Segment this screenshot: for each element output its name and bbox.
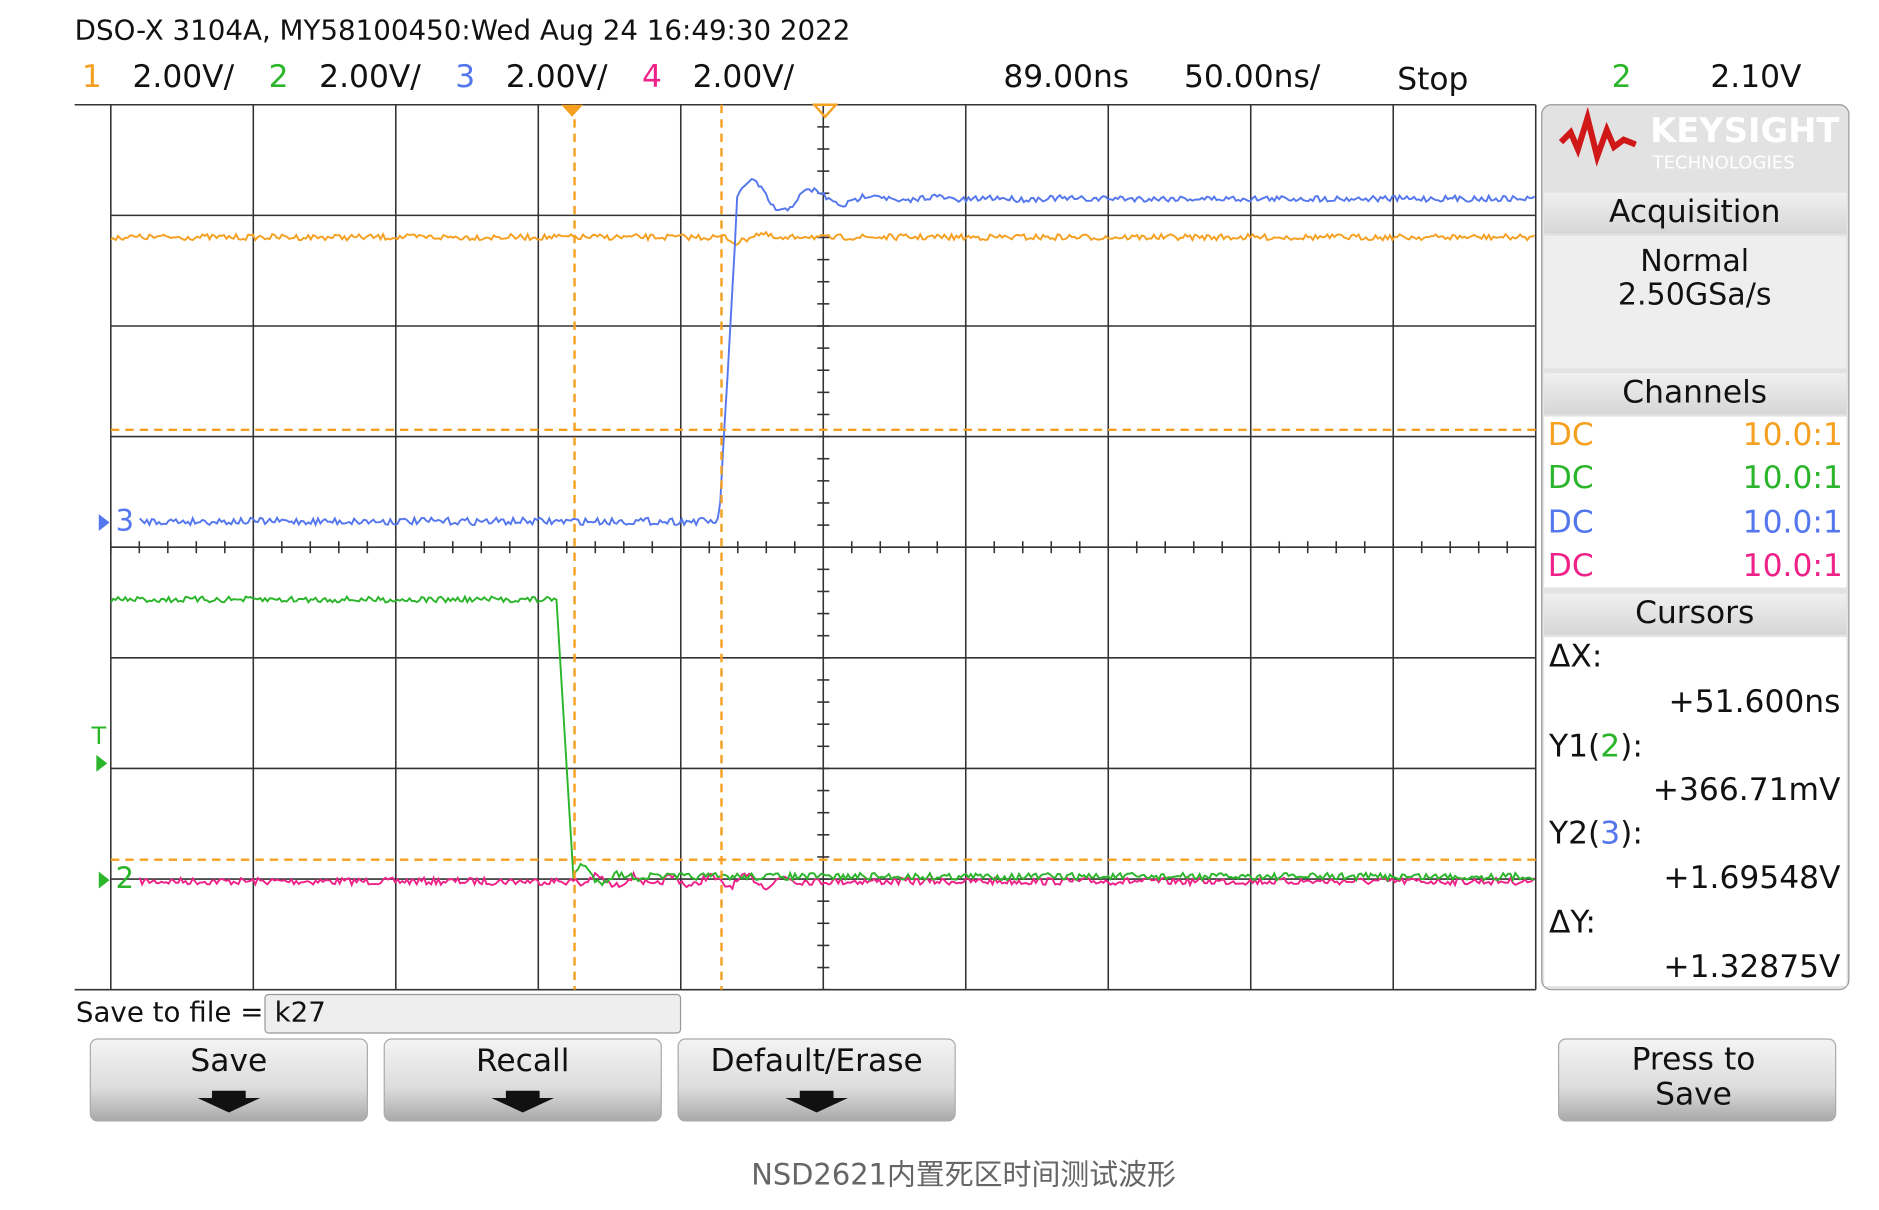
ch-number: 2: [269, 59, 289, 95]
section-title: Acquisition: [1609, 194, 1780, 230]
trace-ch1: [110, 230, 1535, 246]
ch2-arrow: [98, 871, 110, 889]
cursor-value: +366.71mV: [1653, 772, 1841, 808]
section-body: [1544, 235, 1847, 369]
coupling: DC: [1548, 417, 1594, 453]
cursor-value: +1.69548V: [1663, 860, 1841, 896]
trace-ch3: [139, 177, 1536, 528]
trigger-marker: [811, 103, 839, 119]
cursor-value: +1.32875V: [1663, 949, 1841, 985]
cursor-lines: [110, 104, 1536, 990]
trace-ch4: [138, 870, 1536, 891]
coupling: DC: [1548, 460, 1594, 496]
section-body: [1544, 416, 1847, 588]
button-label: Save: [1655, 1077, 1732, 1113]
timebase: 50.00ns/: [1184, 59, 1321, 95]
ch-scale: 2.00V/: [132, 59, 234, 95]
ch-number: 1: [82, 59, 102, 95]
ch3-marker: 3: [116, 504, 134, 538]
label-part: Y1(: [1548, 729, 1600, 765]
logo-wave: [1558, 106, 1637, 167]
softkey-button[interactable]: [677, 1038, 956, 1122]
section-header: [1544, 593, 1847, 635]
save-label: Save to file =: [76, 996, 264, 1029]
cursor-label: ΔX:: [1549, 638, 1602, 674]
trigger-arrow: [96, 754, 108, 772]
caption: NSD2621内置死区时间测试波形: [751, 1157, 1176, 1191]
softkeys: Save Recall Default/Erase: [89, 1038, 956, 1122]
title: DSO-X 3104A, MY58100450:Wed Aug 24 16:49…: [75, 13, 851, 46]
cursor-value: +51.600ns: [1669, 684, 1841, 720]
probe: 10.0:1: [1743, 417, 1843, 453]
waveforms: [110, 177, 1536, 891]
button-label: Recall: [476, 1043, 569, 1079]
button-arrow: [491, 1090, 555, 1113]
button-arrow: [785, 1090, 848, 1113]
cursor-label: Y2(3):: [1548, 815, 1643, 851]
graticule: [74, 103, 1537, 991]
ch-number: 4: [642, 59, 662, 95]
section-header: [1544, 192, 1847, 234]
ch-scale: 2.00V/: [319, 59, 421, 95]
file-name: k27: [275, 996, 326, 1029]
trigger-channel: 2: [1612, 59, 1632, 95]
probe: 10.0:1: [1743, 505, 1843, 541]
button-label: Default/Erase: [710, 1043, 922, 1079]
label-part: ):: [1620, 729, 1643, 765]
file-input[interactable]: [264, 993, 682, 1034]
ch3-arrow: [98, 514, 110, 531]
section-body: [1544, 636, 1847, 987]
acq-rate: 2.50GSa/s: [1618, 278, 1772, 313]
label-part: Y2(: [1548, 815, 1600, 851]
label-part: ):: [1620, 815, 1643, 851]
acq-mode: Normal: [1640, 244, 1749, 279]
channel-row: 1 2.00V/ 2 2.00V/ 3 2.00V/ 4 2.00V/ 89.0…: [82, 59, 1802, 97]
ch-number: 3: [455, 59, 475, 95]
section-title: Channels: [1622, 375, 1767, 411]
cursor-marker: [561, 104, 583, 117]
probe: 10.0:1: [1743, 460, 1843, 496]
cursor-label: Y1(2):: [1548, 729, 1643, 765]
trigger-level: 2.10V: [1710, 59, 1802, 95]
logo-brand: KEYSIGHT: [1650, 111, 1839, 150]
probe: 10.0:1: [1743, 548, 1843, 584]
section-title: Cursors: [1635, 595, 1754, 631]
cursor-label: ΔY:: [1549, 904, 1596, 940]
label-channel: 3: [1600, 815, 1620, 851]
button-arrow: [197, 1090, 261, 1113]
press-to-save-button[interactable]: [1558, 1038, 1837, 1122]
label-channel: 2: [1600, 729, 1620, 765]
run-status: Stop: [1397, 62, 1468, 98]
ch-scale: 2.00V/: [693, 59, 795, 95]
trace-ch2: [110, 594, 1535, 887]
button-label: Press to: [1632, 1042, 1756, 1078]
coupling: DC: [1548, 505, 1594, 541]
softkey-button[interactable]: [383, 1038, 662, 1122]
softkey-button[interactable]: [89, 1038, 368, 1122]
button-label: Save: [190, 1043, 267, 1079]
logo-sub: TECHNOLOGIES: [1652, 153, 1795, 174]
section-header: [1544, 373, 1847, 415]
ch-scale: 2.00V/: [506, 59, 608, 95]
trigger-marker-label: T: [91, 722, 107, 750]
coupling: DC: [1548, 548, 1594, 584]
ch2-marker: 2: [116, 861, 134, 895]
delay: 89.00ns: [1003, 59, 1129, 95]
